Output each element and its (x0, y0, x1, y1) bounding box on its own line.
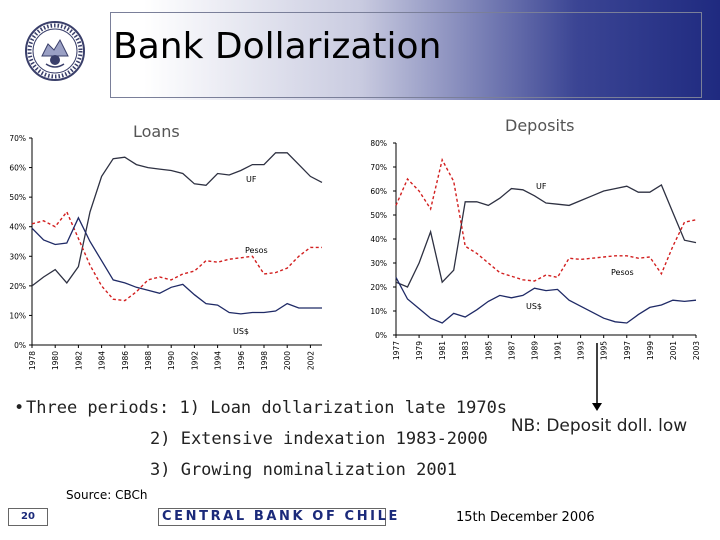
loans-x-tick-label: 1998 (260, 351, 269, 370)
loans-x-tick-label: 1978 (28, 351, 37, 370)
deposits-y-tick-label: 30% (370, 259, 387, 268)
deposits-x-tick-label: 1989 (530, 341, 539, 360)
deposits-x-tick-label: 1987 (507, 341, 516, 360)
loans-y-tick-label: 60% (9, 164, 26, 173)
deposits-pesos-series-line (395, 157, 697, 282)
page-number: 20 (8, 508, 48, 526)
deposits-x-tick-label: 1985 (484, 341, 493, 360)
loans-y-tick-label: 20% (9, 282, 26, 291)
bullet-line-1: Three periods: 1) Loan dollarization lat… (26, 398, 508, 418)
deposits-uf-series-line (395, 184, 697, 288)
loans-uf-series-label: UF (246, 175, 257, 184)
loans-y-tick-label: 70% (9, 134, 26, 143)
loans-x-tick-label: 1982 (74, 351, 83, 370)
loans-x-tick-label: 1992 (190, 351, 199, 370)
loans-y-tick-label: 0% (14, 341, 26, 350)
central-bank-seal-icon (25, 21, 85, 81)
loans-x-tick-label: 1990 (167, 351, 176, 370)
deposits-y-tick-label: 20% (370, 283, 387, 292)
deposits-x-tick-label: 1977 (392, 341, 401, 360)
presentation-date: 15th December 2006 (456, 510, 595, 525)
deposits-uf-series-label: UF (536, 182, 547, 191)
loans-x-tick-label: 1984 (98, 351, 107, 370)
loans-usd-series-line (31, 216, 322, 315)
deposits-x-tick-label: 2001 (669, 341, 678, 360)
deposits-y-tick-label: 50% (370, 211, 387, 220)
deposits-pesos-series-label: Pesos (611, 268, 634, 277)
deposits-x-tick-label: 1991 (554, 341, 563, 360)
deposits-y-tick-label: 10% (370, 307, 387, 316)
deposits-y-tick-label: 60% (370, 187, 387, 196)
loans-usd-series-label: US$ (233, 327, 249, 336)
loans-y-tick-label: 30% (9, 252, 26, 261)
loans-x-tick-label: 2000 (283, 351, 292, 370)
annotation-arrow-head (592, 403, 602, 411)
deposits-y-tick-label: 80% (370, 139, 387, 148)
deposits-x-tick-label: 1979 (415, 341, 424, 360)
bullet-line-3: 3) Growing nominalization 2001 (150, 460, 458, 480)
slide-title: Bank Dollarization (113, 26, 442, 67)
loans-x-tick-label: 1994 (214, 351, 223, 370)
footer-bank-name: CENTRAL BANK OF CHILE (162, 509, 400, 524)
deposits-x-tick-label: 1995 (600, 341, 609, 360)
loans-x-tick-label: 1986 (121, 351, 130, 370)
header-band (0, 0, 720, 100)
source-note: Source: CBCh (66, 488, 148, 502)
loans-pesos-series-line (31, 210, 322, 302)
loans-y-tick-label: 40% (9, 223, 26, 232)
deposits-x-tick-label: 1997 (623, 341, 632, 360)
deposits-y-tick-label: 0% (375, 331, 387, 340)
loans-x-tick-label: 1988 (144, 351, 153, 370)
deposits-x-tick-label: 2003 (692, 341, 701, 360)
loans-uf-series-line (31, 152, 323, 287)
deposits-usd-series-label: US$ (526, 302, 542, 311)
bullet-line-2: 2) Extensive indexation 1983-2000 (150, 429, 488, 449)
deposits-y-tick-label: 70% (370, 163, 387, 172)
title-frame (110, 12, 702, 98)
deposits-x-tick-label: 1981 (438, 341, 447, 360)
deposits-chart-title: Deposits (505, 116, 575, 135)
loans-x-tick-label: 1980 (51, 351, 60, 370)
footer-frame (158, 508, 386, 526)
loans-x-tick-label: 2002 (306, 351, 315, 370)
loans-x-tick-label: 1996 (237, 351, 246, 370)
deposits-x-tick-label: 1983 (461, 341, 470, 360)
deposits-y-tick-label: 40% (370, 235, 387, 244)
deposits-x-tick-label: 1993 (577, 341, 586, 360)
bullet-marker: • (14, 398, 25, 418)
loans-y-tick-label: 10% (9, 311, 26, 320)
loans-chart-title: Loans (133, 122, 180, 141)
loans-pesos-series-label: Pesos (245, 246, 268, 255)
loans-y-tick-label: 50% (9, 193, 26, 202)
deposits-x-tick-label: 1999 (646, 341, 655, 360)
deposit-note: NB: Deposit doll. low (510, 416, 688, 436)
deposits-usd-series-line (395, 277, 697, 324)
